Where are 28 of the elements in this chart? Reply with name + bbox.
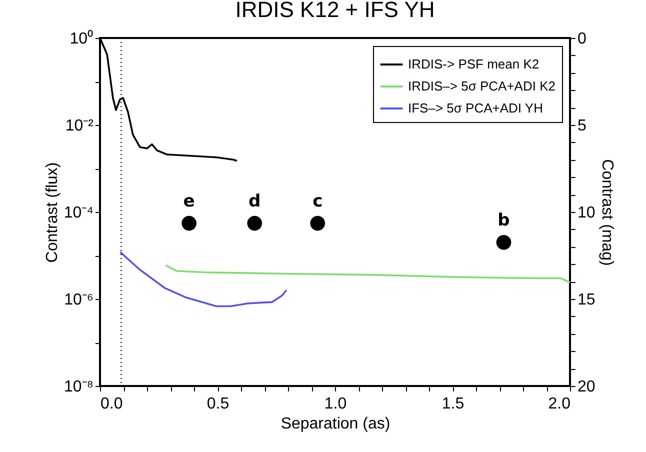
line-series: [164, 264, 571, 284]
annotation: e: [183, 191, 195, 212]
annotation: d: [248, 191, 261, 212]
annotation: c: [312, 191, 323, 212]
chart-title: IRDIS K12 + IFS YH: [235, 0, 435, 22]
line-series: [119, 251, 288, 308]
y2-tick-label: 20: [578, 378, 596, 396]
y-tick-label: 10⁻⁶: [64, 292, 94, 308]
y2-tick-label: 5: [578, 118, 586, 134]
x-tick-label: 1.5: [442, 396, 464, 412]
legend-label: IRDIS-> PSF mean K2: [408, 56, 540, 72]
x-tick-label: 2.0: [548, 396, 571, 412]
y-axis-title: Contrast (flux): [44, 162, 61, 263]
y2-axis-title: Contrast (mag): [598, 159, 616, 266]
x-axis-title: Separation (as): [280, 416, 390, 432]
x-tick-label: 1.0: [324, 396, 347, 412]
legend-label: IRDIS–> 5σ PCA+ADI K2: [408, 78, 556, 94]
y2-tick-label: 0: [578, 30, 586, 48]
y-tick-label: 10⁻⁴: [64, 204, 94, 222]
y-tick-label: 10⁻⁸: [64, 378, 94, 396]
legend-label: IFS–> 5σ PCA+ADI YH: [408, 100, 543, 116]
y2-tick-label: 10: [578, 204, 596, 222]
y-tick-label: 10⁻²: [65, 118, 94, 134]
x-tick-label: 0.5: [206, 396, 230, 412]
annotation: b: [498, 210, 510, 230]
y2-tick-label: 15: [578, 292, 596, 308]
y-tick-label: 10⁰: [70, 30, 94, 48]
x-tick-label: 0.0: [100, 396, 123, 412]
